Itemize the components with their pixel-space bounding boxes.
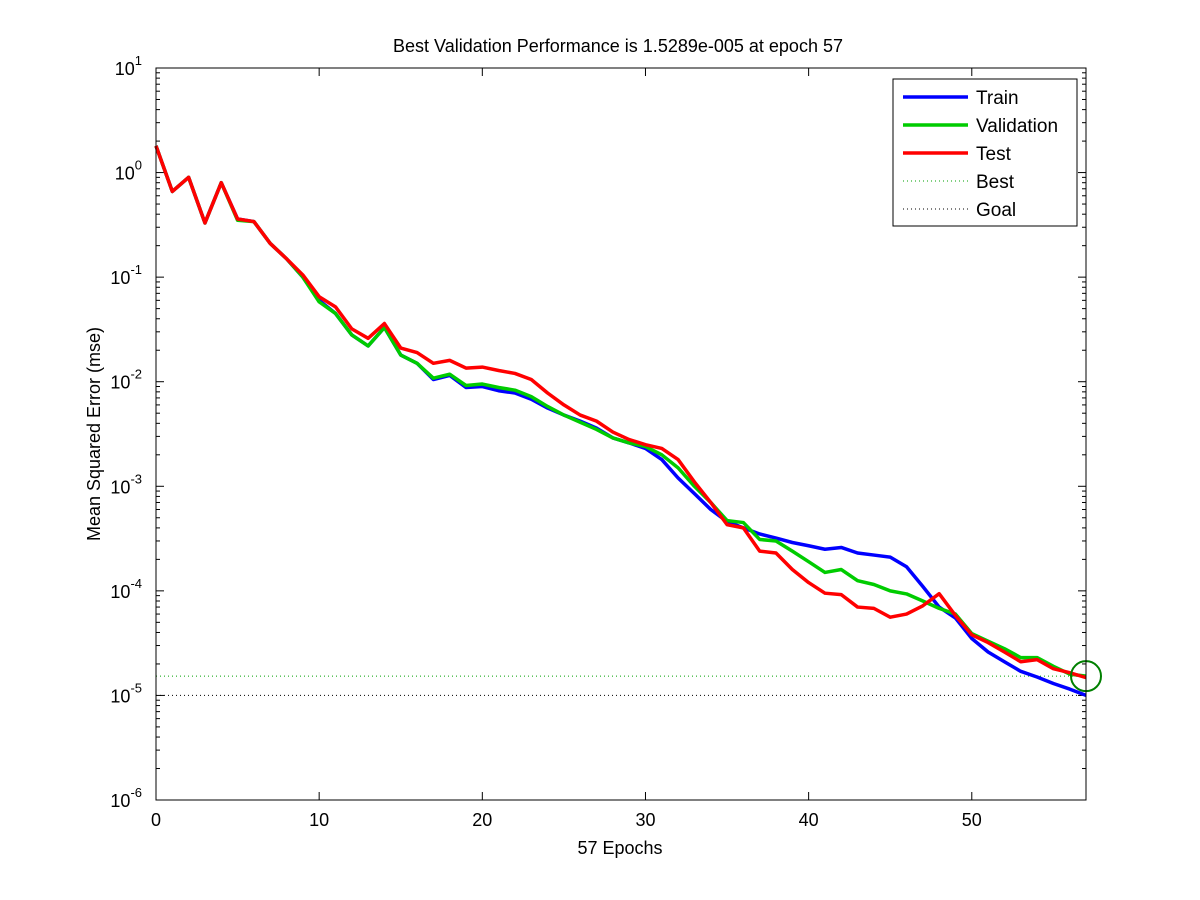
- legend-label-test: Test: [976, 144, 1012, 165]
- x-axis-label: 57 Epochs: [577, 838, 662, 858]
- series-line-validation: [154, 145, 1087, 678]
- y-tick-label: 10-1: [110, 262, 142, 288]
- x-tick-label: 20: [472, 810, 492, 830]
- y-axis-label: Mean Squared Error (mse): [84, 327, 104, 541]
- y-tick-label: 10-2: [110, 367, 142, 393]
- axes-frame: [155, 67, 1087, 801]
- x-tick-label: 0: [151, 810, 161, 830]
- series-line-test: [154, 145, 1087, 680]
- x-tick-label: 50: [962, 810, 982, 830]
- y-tick-label: 100: [115, 158, 142, 184]
- legend-label-train: Train: [976, 88, 1019, 109]
- series-line-train: [154, 145, 1087, 698]
- plot-area: [154, 145, 1102, 698]
- legend-label-best: Best: [976, 172, 1015, 193]
- y-tick-label: 10-4: [110, 576, 142, 602]
- axis-ticks: 0 10 20 30 40 50 101 100 10-1 10-2 10-3 10-4 10-5 10-…: [110, 53, 1086, 830]
- x-tick-label: 40: [799, 810, 819, 830]
- legend: Train Validation Test Best Goal: [892, 78, 1078, 227]
- y-tick-label: 10-6: [110, 785, 142, 811]
- y-tick-label: 10-3: [110, 471, 142, 497]
- x-tick-label: 30: [635, 810, 655, 830]
- y-tick-label: 10-5: [110, 680, 142, 706]
- x-tick-label: 10: [309, 810, 329, 830]
- legend-label-goal: Goal: [976, 200, 1016, 221]
- chart-title: Best Validation Performance is 1.5289e-0…: [393, 36, 843, 56]
- legend-label-validation: Validation: [976, 116, 1058, 137]
- y-tick-label: 101: [115, 53, 142, 79]
